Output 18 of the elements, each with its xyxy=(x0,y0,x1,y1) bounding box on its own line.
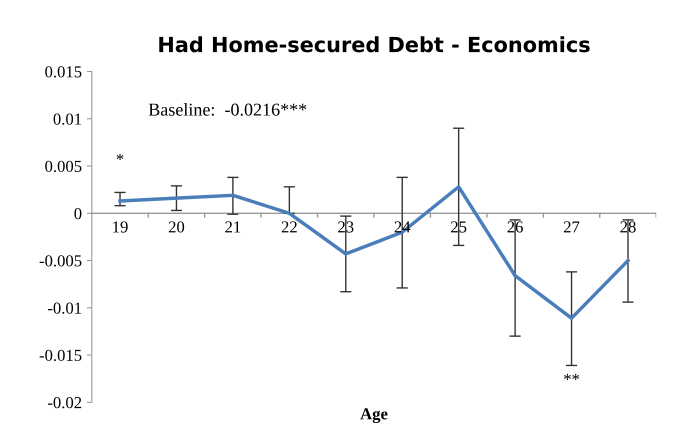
x-tick-label: 22 xyxy=(282,221,297,232)
y-tick-label: 0.01 xyxy=(54,113,82,125)
annotation: * xyxy=(116,154,124,160)
y-tick-label: -0.01 xyxy=(48,302,82,314)
x-axis-title: Age xyxy=(360,408,388,423)
y-tick-label: 0.015 xyxy=(45,66,82,78)
chart-title: Had Home-secured Debt - Economics xyxy=(159,36,590,52)
y-tick-label: 0.005 xyxy=(45,160,82,172)
x-tick-label: 21 xyxy=(225,221,240,232)
x-tick-label: 27 xyxy=(564,221,580,232)
annotation: Baseline: -0.0216*** xyxy=(148,103,306,116)
y-tick-label: -0.015 xyxy=(40,350,82,362)
y-tick-label: -0.02 xyxy=(48,397,82,408)
x-tick-label: 19 xyxy=(113,221,128,233)
y-tick-label: -0.005 xyxy=(40,255,82,267)
x-tick-label: 20 xyxy=(168,221,184,233)
y-tick-label: 0 xyxy=(74,208,82,220)
annotation: ** xyxy=(564,374,580,380)
